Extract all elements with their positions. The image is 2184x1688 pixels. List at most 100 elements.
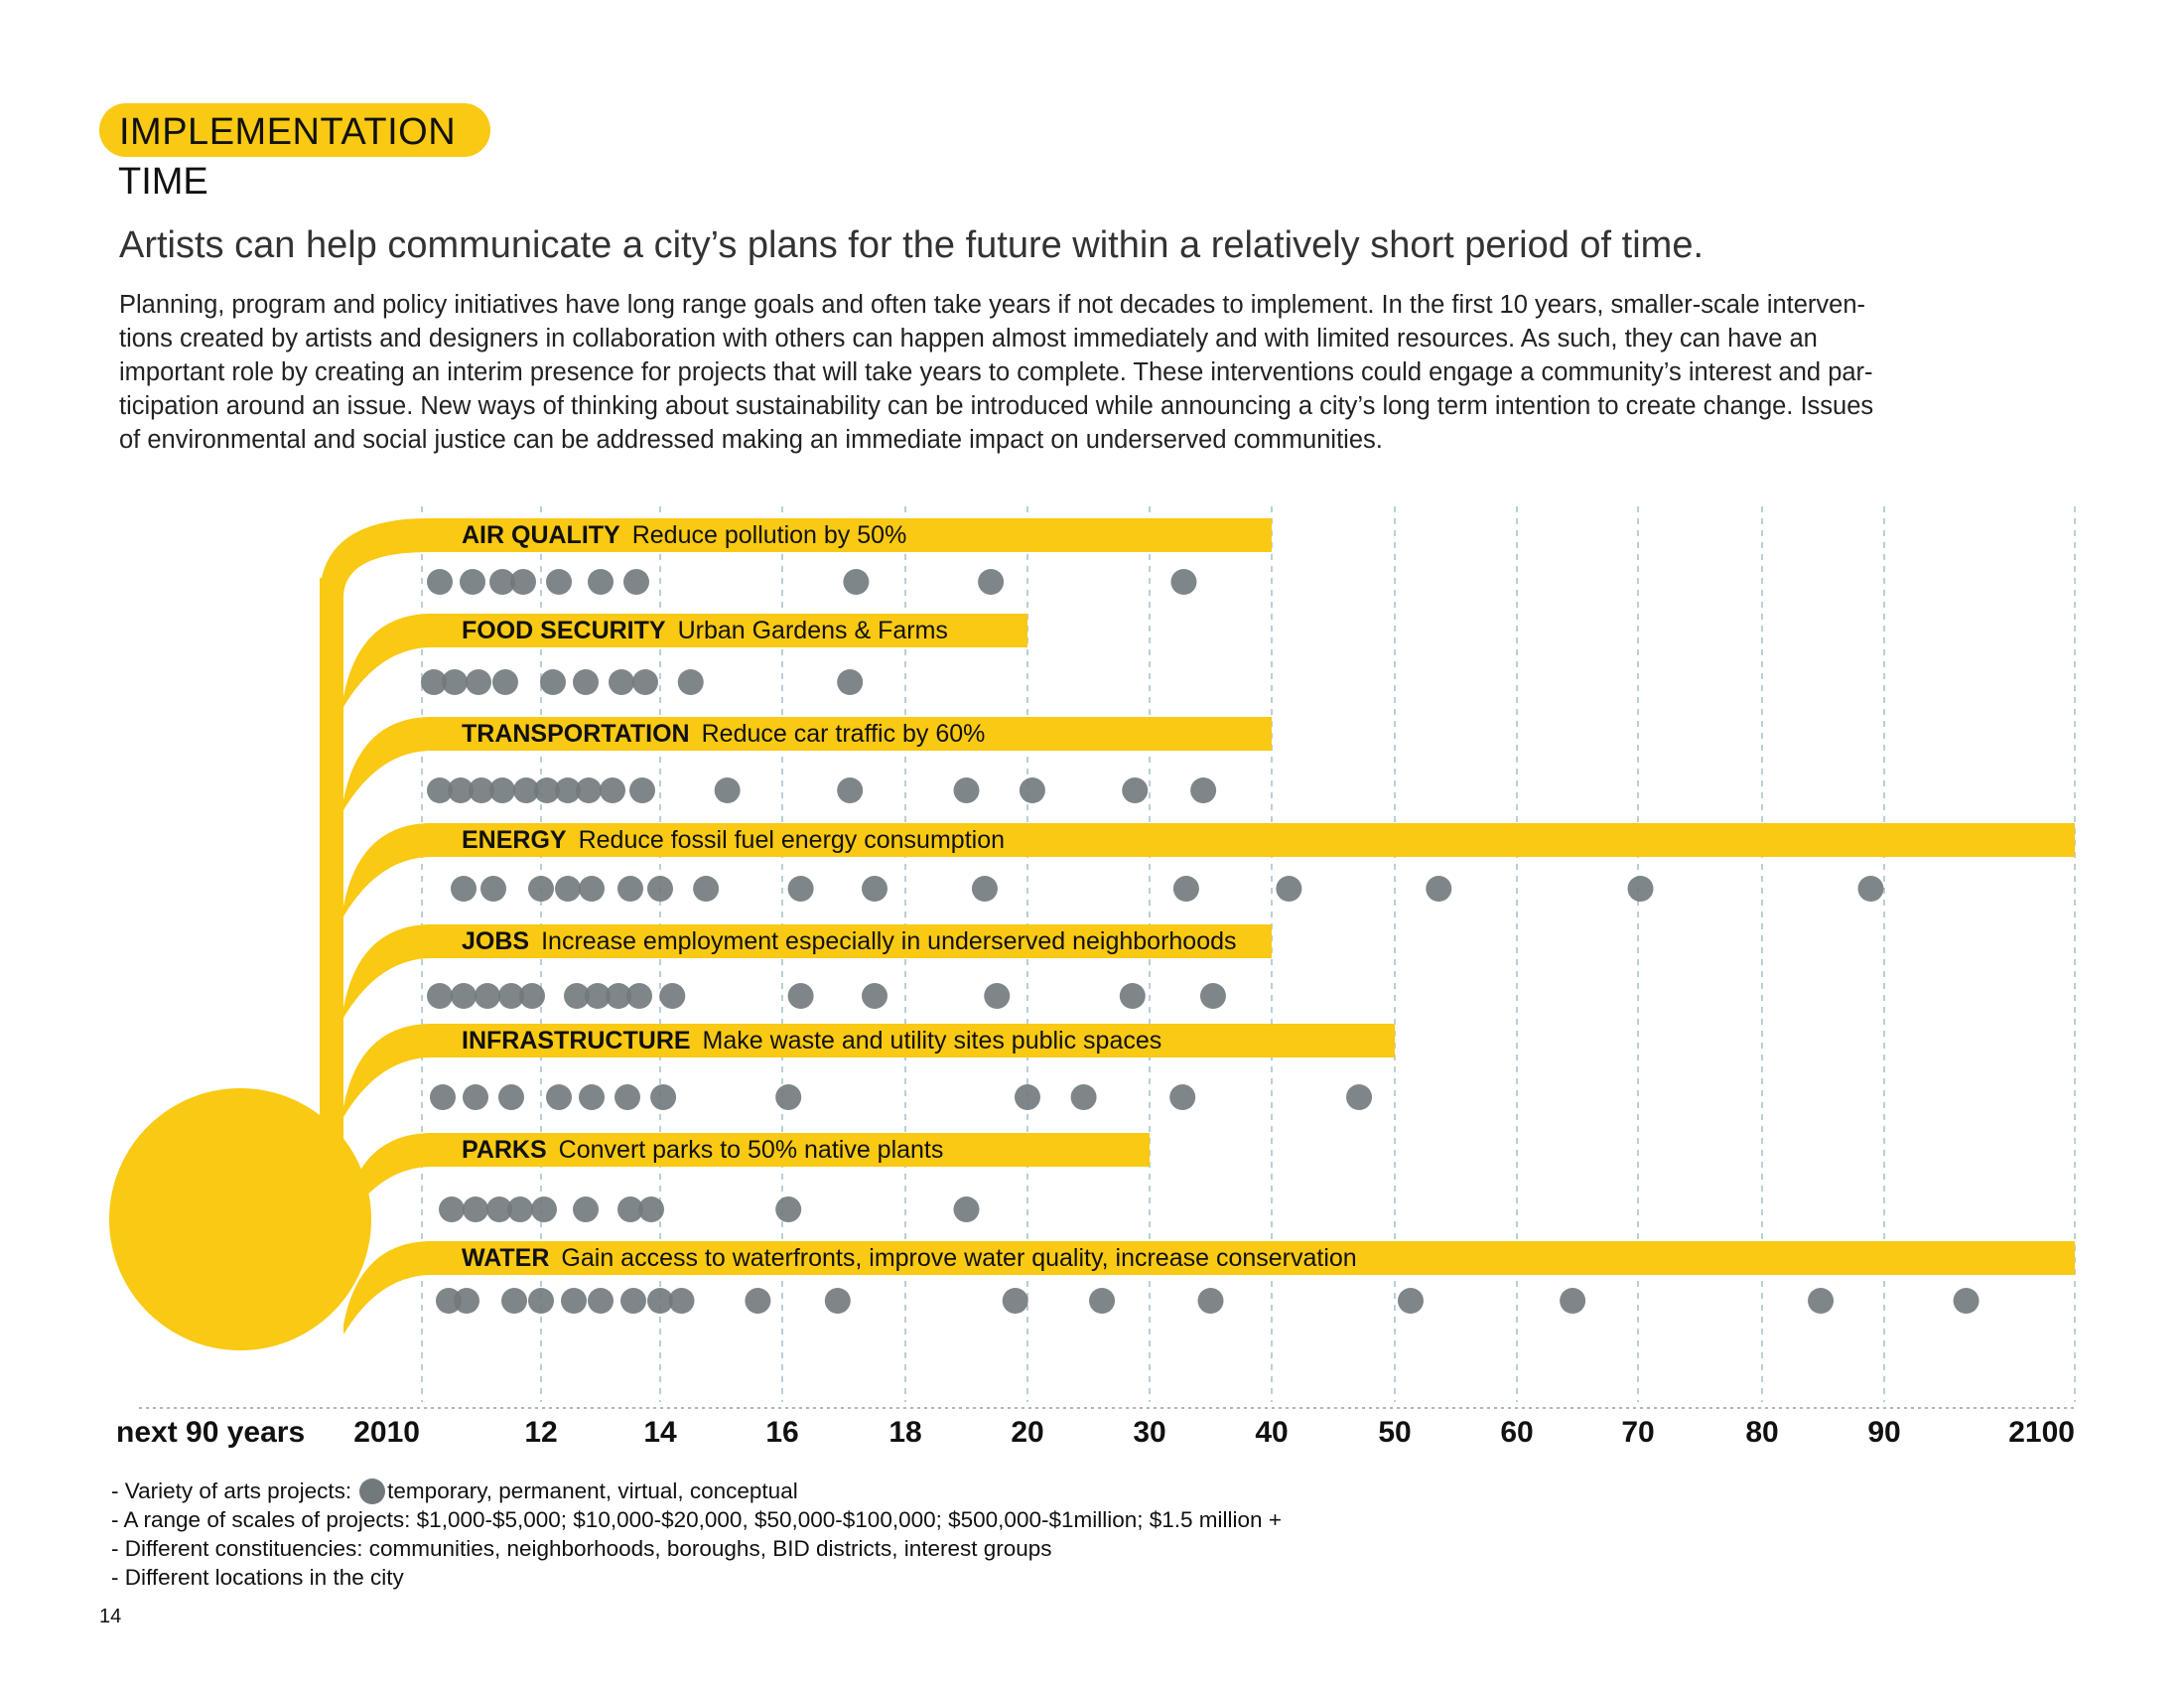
project-dot	[1276, 876, 1302, 902]
project-dot	[623, 569, 649, 595]
project-dot	[498, 983, 524, 1009]
project-dot	[463, 1196, 488, 1222]
project-dot	[824, 1288, 851, 1314]
category-name: PARKS	[462, 1136, 547, 1164]
project-dot	[1953, 1288, 1979, 1314]
category-name: AIR QUALITY	[462, 521, 620, 549]
body-line: Planning, program and policy initiatives…	[119, 291, 1866, 319]
body-line: ticipation around an issue. New ways of …	[119, 392, 1874, 420]
tick-label-16: 16	[765, 1416, 798, 1449]
project-dot	[1172, 876, 1199, 902]
project-dot	[775, 1196, 802, 1222]
project-dot	[427, 983, 453, 1009]
project-dot	[489, 777, 515, 803]
project-dot-legend-icon	[359, 1478, 386, 1504]
goal-bar-food-security	[427, 614, 1027, 647]
project-dot	[1070, 1084, 1097, 1110]
axis-label: next 90 years	[116, 1416, 305, 1449]
project-dot	[555, 876, 581, 902]
goal-label-transportation: TRANSPORTATION Reduce car traffic by 60%	[462, 720, 985, 748]
project-dot	[775, 1084, 802, 1110]
project-dot	[579, 876, 605, 902]
category-name: TRANSPORTATION	[462, 720, 690, 748]
project-dot	[1170, 569, 1197, 595]
project-dot	[1426, 876, 1452, 902]
project-dot	[486, 1196, 512, 1222]
project-dot	[579, 1084, 605, 1110]
body-line: of environmental and social justice can …	[119, 426, 1383, 454]
tick-label-18: 18	[888, 1416, 921, 1449]
body-paragraph: Planning, program and policy initiatives…	[119, 288, 2055, 457]
project-dot	[614, 1084, 640, 1110]
project-dot	[501, 1288, 527, 1314]
tick-label-80: 80	[1745, 1416, 1778, 1449]
branch-curve	[343, 1133, 432, 1226]
project-dot	[1197, 1288, 1224, 1314]
branch-curve	[343, 1241, 432, 1335]
project-dot	[1169, 1084, 1196, 1110]
goal-label-infrastructure: INFRASTRUCTURE Make waste and utility sit…	[462, 1027, 1161, 1055]
tick-label-60: 60	[1500, 1416, 1533, 1449]
project-dot	[1627, 876, 1654, 902]
subsection-title: TIME	[118, 161, 208, 203]
project-dot	[638, 1196, 664, 1222]
goal-label-food-security: FOOD SECURITY Urban Gardens & Farms	[462, 617, 948, 644]
project-dot	[629, 777, 655, 803]
project-dot	[650, 1084, 677, 1110]
project-dot	[843, 569, 870, 595]
project-dot	[480, 876, 506, 902]
note-scales: - A range of scales of projects: $1,000-…	[111, 1507, 1282, 1532]
time-axis: next 90 years 2010 12 14 16 18 20 30 40 50 60 70 80 9…	[116, 1407, 2077, 1449]
goal-bars: AIR QUALITY Reduce pollution by 50% FOOD S…	[427, 518, 2075, 1275]
body-line: tions created by artists and designers i…	[119, 325, 1818, 352]
project-dot	[555, 777, 581, 803]
category-goal: Urban Gardens & Farms	[678, 617, 948, 644]
tick-label-40: 40	[1255, 1416, 1288, 1449]
project-dot	[714, 777, 741, 803]
project-dot	[971, 876, 998, 902]
project-dot	[427, 777, 453, 803]
category-goal: Reduce fossil fuel energy consumption	[579, 826, 1005, 854]
project-dot	[534, 777, 560, 803]
project-dot	[498, 1084, 524, 1110]
note-locations: - Different locations in the city	[111, 1565, 404, 1590]
project-dot	[953, 777, 980, 803]
branch-curve	[343, 823, 432, 916]
goal-label-water: WATER Gain access to waterfronts, improve…	[462, 1244, 1357, 1272]
project-dot	[513, 777, 539, 803]
project-dot	[1015, 1084, 1040, 1110]
branch-curve	[343, 614, 432, 707]
note-constituencies: - Different constituencies: communities,…	[111, 1536, 1052, 1561]
project-dot	[451, 983, 477, 1009]
project-dot	[510, 569, 536, 595]
tick-label-90: 90	[1867, 1416, 1900, 1449]
project-dot	[745, 1288, 771, 1314]
branch-curve	[343, 717, 432, 810]
tick-label-2100: 2100	[2008, 1416, 2075, 1449]
project-dot	[787, 876, 814, 902]
project-dot	[693, 876, 720, 902]
body-line: important role by creating an interim pr…	[119, 358, 1873, 386]
project-dot	[1199, 983, 1226, 1009]
project-dot	[430, 1084, 456, 1110]
project-dot	[546, 569, 572, 595]
project-dot	[573, 1196, 599, 1222]
project-dot	[588, 569, 614, 595]
project-dot	[1808, 1288, 1835, 1314]
project-dot	[454, 1288, 479, 1314]
category-goal: Make waste and utility sites public spac…	[703, 1027, 1162, 1055]
note-variety: - Variety of arts projects: temporary, pe…	[111, 1477, 1282, 1505]
project-dot	[448, 777, 474, 803]
project-dots	[421, 569, 1979, 1314]
project-dot	[427, 569, 453, 595]
tick-label-50: 50	[1378, 1416, 1411, 1449]
project-dot	[528, 1288, 554, 1314]
category-goal: Reduce pollution by 50%	[632, 521, 907, 549]
project-dot	[540, 669, 566, 695]
branch-curve	[343, 1024, 432, 1117]
goal-bar-water	[427, 1241, 2075, 1275]
tick-label-70: 70	[1621, 1416, 1654, 1449]
project-dot	[617, 1196, 643, 1222]
project-dot	[442, 669, 468, 695]
project-dot	[564, 983, 590, 1009]
